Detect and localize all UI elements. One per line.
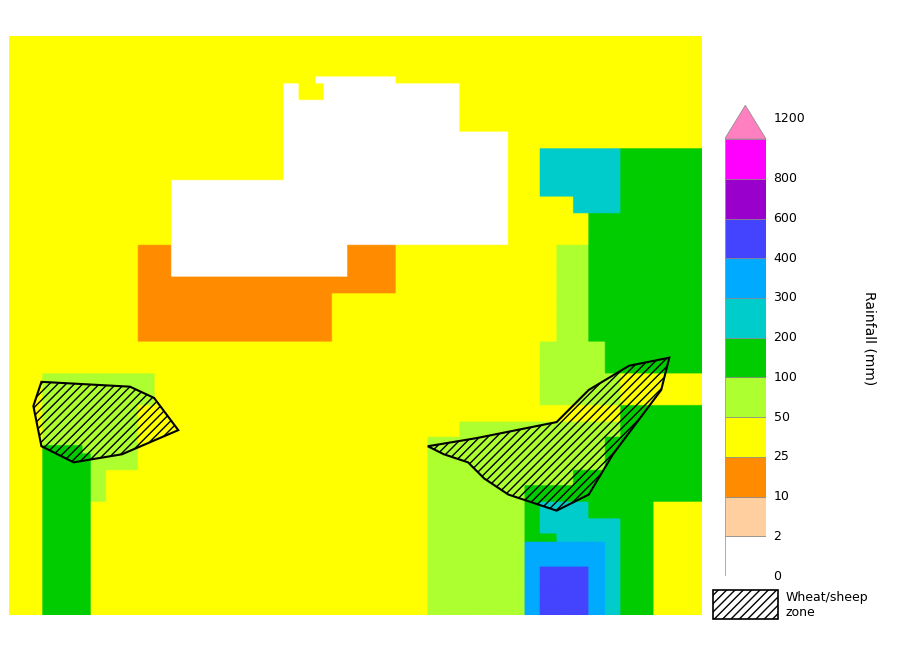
Bar (725, 219, 766, 258)
Text: 10: 10 (773, 490, 789, 503)
Bar (725, 417, 766, 457)
Bar (713, 590, 778, 619)
Text: Rainfall (mm): Rainfall (mm) (863, 292, 877, 385)
Text: 600: 600 (773, 212, 797, 225)
Text: 25: 25 (773, 450, 789, 464)
Text: 0: 0 (773, 570, 782, 583)
Text: 100: 100 (773, 371, 797, 384)
Text: 200: 200 (773, 331, 797, 344)
Text: 50: 50 (773, 411, 789, 424)
Bar (725, 536, 766, 576)
Text: 1200: 1200 (773, 112, 805, 125)
Text: 400: 400 (773, 252, 797, 265)
Text: Wheat/sheep
zone: Wheat/sheep zone (785, 590, 869, 618)
Bar (725, 139, 766, 179)
Bar (725, 258, 766, 298)
Bar (725, 179, 766, 219)
Bar (725, 338, 766, 378)
Bar (725, 298, 766, 338)
Text: 2: 2 (773, 530, 782, 543)
Text: 800: 800 (773, 173, 797, 186)
Polygon shape (725, 105, 766, 139)
Bar (725, 497, 766, 536)
Bar (725, 378, 766, 417)
Bar (725, 457, 766, 497)
Text: 300: 300 (773, 292, 797, 305)
